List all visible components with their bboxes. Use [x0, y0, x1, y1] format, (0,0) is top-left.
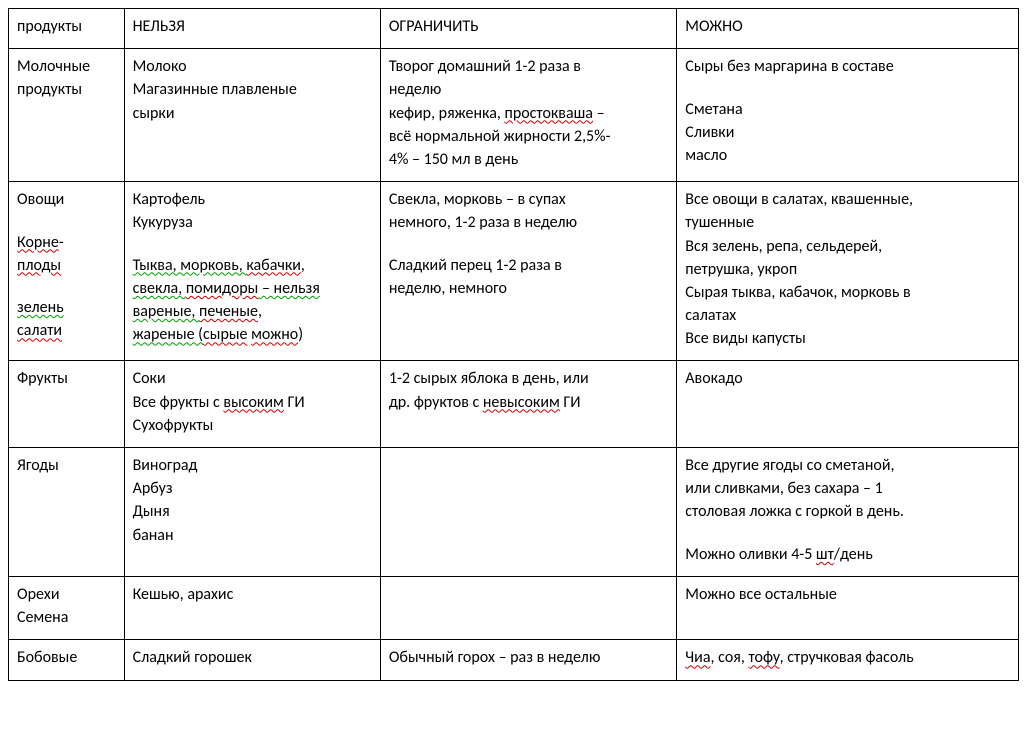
text: сырки [133, 102, 372, 125]
text: 1-2 сырых яблока в день, или [389, 367, 668, 390]
text: Тыква, морковь, кабачки, [133, 254, 372, 277]
cell-category: Бобовые [9, 640, 125, 680]
text: кефир, ряженка, простокваша – [389, 102, 668, 125]
cell-limit: 1-2 сырых яблока в день, или др. фруктов… [380, 361, 676, 448]
text: Свекла, морковь – в супах [389, 188, 668, 211]
text: Виноград [133, 454, 372, 477]
table-header-row: продукты НЕЛЬЗЯ ОГРАНИЧИТЬ МОЖНО [9, 9, 1019, 49]
text: Сыры без маргарина в составе [685, 55, 1010, 78]
text: петрушка, укроп [685, 258, 1010, 281]
text: 4% – 150 мл в день [389, 148, 668, 171]
text: Орехи [17, 583, 116, 606]
text: плоды [17, 254, 116, 277]
text: Авокадо [685, 367, 1010, 390]
cell-category: Фрукты [9, 361, 125, 448]
text: всё нормальной жирности 2,5%- [389, 125, 668, 148]
text: Ягоды [17, 454, 116, 477]
text: Дыня [133, 500, 372, 523]
text: Магазинные плавленые [133, 78, 372, 101]
text: вареные, печеные, [133, 300, 372, 323]
text: продукты [17, 78, 116, 101]
text: Сладкий перец 1-2 раза в [389, 254, 668, 277]
col-forbidden: НЕЛЬЗЯ [124, 9, 380, 49]
col-allowed: МОЖНО [677, 9, 1019, 49]
text: немного, 1-2 раза в неделю [389, 211, 668, 234]
text: Обычный горох – раз в неделю [389, 646, 668, 669]
cell-forbidden: Виноград Арбуз Дыня банан [124, 448, 380, 577]
text: Можно все остальные [685, 583, 1010, 606]
text: салати [17, 319, 116, 342]
text: неделю, немного [389, 277, 668, 300]
text: Семена [17, 606, 116, 629]
cell-limit: Обычный горох – раз в неделю [380, 640, 676, 680]
cell-forbidden: Молоко Магазинные плавленые сырки [124, 49, 380, 182]
text: Сырая тыква, кабачок, морковь в [685, 281, 1010, 304]
cell-category: Молочные продукты [9, 49, 125, 182]
text: Фрукты [17, 367, 116, 390]
text: Кукуруза [133, 211, 372, 234]
cell-allowed: Авокадо [677, 361, 1019, 448]
text: Можно оливки 4-5 шт/день [685, 543, 1010, 566]
text: Корне- [17, 231, 116, 254]
text: масло [685, 144, 1010, 167]
text: Творог домашний 1-2 раза в [389, 55, 668, 78]
cell-limit: Творог домашний 1-2 раза в неделю кефир,… [380, 49, 676, 182]
col-products: продукты [9, 9, 125, 49]
cell-forbidden: Соки Все фрукты с высоким ГИ Сухофрукты [124, 361, 380, 448]
col-limit: ОГРАНИЧИТЬ [380, 9, 676, 49]
text: Молоко [133, 55, 372, 78]
text: банан [133, 524, 372, 547]
table-row: Овощи Корне- плоды зелень салати Картофе… [9, 182, 1019, 361]
text: тушенные [685, 211, 1010, 234]
cell-allowed: Чиа, соя, тофу, стручковая фасоль [677, 640, 1019, 680]
text: Вся зелень, репа, сельдерей, [685, 235, 1010, 258]
text: Арбуз [133, 477, 372, 500]
text: др. фруктов с невысоким ГИ [389, 391, 668, 414]
text: свекла, помидоры – нельзя [133, 277, 372, 300]
cell-category: Овощи Корне- плоды зелень салати [9, 182, 125, 361]
table-row: Фрукты Соки Все фрукты с высоким ГИ Сухо… [9, 361, 1019, 448]
text: Все овощи в салатах, квашенные, [685, 188, 1010, 211]
text: Сливки [685, 121, 1010, 144]
text: Кешью, арахис [133, 583, 372, 606]
text: Сметана [685, 98, 1010, 121]
cell-allowed: Все другие ягоды со сметаной, или сливка… [677, 448, 1019, 577]
cell-category: Ягоды [9, 448, 125, 577]
table-row: Бобовые Сладкий горошек Обычный горох – … [9, 640, 1019, 680]
cell-allowed: Все овощи в салатах, квашенные, тушенные… [677, 182, 1019, 361]
text: неделю [389, 78, 668, 101]
table-row: Молочные продукты Молоко Магазинные плав… [9, 49, 1019, 182]
text: Сухофрукты [133, 414, 372, 437]
cell-limit: Свекла, морковь – в супах немного, 1-2 р… [380, 182, 676, 361]
text: Овощи [17, 188, 116, 211]
text: жареные (сырые можно) [133, 323, 372, 346]
cell-limit [380, 448, 676, 577]
cell-limit [380, 576, 676, 639]
text: Сладкий горошек [133, 646, 372, 669]
text: салатах [685, 304, 1010, 327]
cell-allowed: Сыры без маргарина в составе Сметана Сли… [677, 49, 1019, 182]
text: Картофель [133, 188, 372, 211]
text: Соки [133, 367, 372, 390]
diet-table: продукты НЕЛЬЗЯ ОГРАНИЧИТЬ МОЖНО Молочны… [8, 8, 1019, 681]
cell-category: Орехи Семена [9, 576, 125, 639]
text: Бобовые [17, 646, 116, 669]
text: Все фрукты с высоким ГИ [133, 391, 372, 414]
text: зелень [17, 296, 116, 319]
text: Все другие ягоды со сметаной, [685, 454, 1010, 477]
text: Молочные [17, 55, 116, 78]
table-row: Орехи Семена Кешью, арахис Можно все ост… [9, 576, 1019, 639]
text: столовая ложка с горкой в день. [685, 500, 1010, 523]
cell-allowed: Можно все остальные [677, 576, 1019, 639]
text: Все виды капусты [685, 327, 1010, 350]
table-row: Ягоды Виноград Арбуз Дыня банан Все друг… [9, 448, 1019, 577]
cell-forbidden: Кешью, арахис [124, 576, 380, 639]
cell-forbidden: Сладкий горошек [124, 640, 380, 680]
text: Чиа, соя, тофу, стручковая фасоль [685, 646, 1010, 669]
text: или сливками, без сахара – 1 [685, 477, 1010, 500]
cell-forbidden: Картофель Кукуруза Тыква, морковь, кабач… [124, 182, 380, 361]
